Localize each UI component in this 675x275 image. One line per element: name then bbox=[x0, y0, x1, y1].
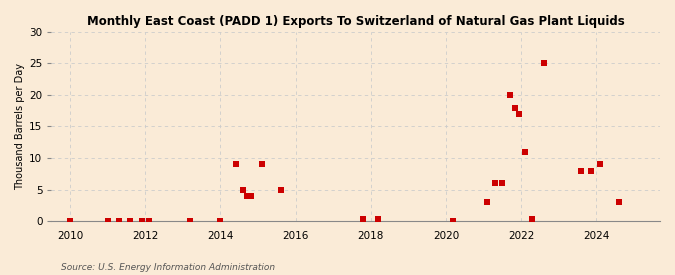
Point bbox=[538, 61, 549, 66]
Text: Source: U.S. Energy Information Administration: Source: U.S. Energy Information Administ… bbox=[61, 263, 275, 272]
Point bbox=[256, 162, 267, 166]
Point bbox=[238, 187, 248, 192]
Point bbox=[482, 200, 493, 204]
Point bbox=[215, 219, 226, 223]
Point bbox=[448, 219, 459, 223]
Y-axis label: Thousand Barrels per Day: Thousand Barrels per Day bbox=[15, 63, 25, 190]
Point bbox=[527, 217, 538, 221]
Point bbox=[614, 200, 624, 204]
Point bbox=[245, 194, 256, 198]
Point bbox=[103, 219, 113, 223]
Point bbox=[585, 168, 596, 173]
Point bbox=[510, 105, 521, 110]
Point bbox=[514, 112, 524, 116]
Point bbox=[358, 217, 369, 221]
Point bbox=[230, 162, 241, 166]
Point bbox=[504, 93, 515, 97]
Point bbox=[497, 181, 508, 185]
Point bbox=[185, 219, 196, 223]
Title: Monthly East Coast (PADD 1) Exports To Switzerland of Natural Gas Plant Liquids: Monthly East Coast (PADD 1) Exports To S… bbox=[87, 15, 624, 28]
Point bbox=[136, 219, 147, 223]
Point bbox=[113, 219, 124, 223]
Point bbox=[519, 150, 530, 154]
Point bbox=[275, 187, 286, 192]
Point bbox=[144, 219, 155, 223]
Point bbox=[576, 168, 587, 173]
Point bbox=[489, 181, 500, 185]
Point bbox=[125, 219, 136, 223]
Point bbox=[373, 217, 383, 221]
Point bbox=[65, 219, 76, 223]
Point bbox=[595, 162, 605, 166]
Point bbox=[242, 194, 252, 198]
